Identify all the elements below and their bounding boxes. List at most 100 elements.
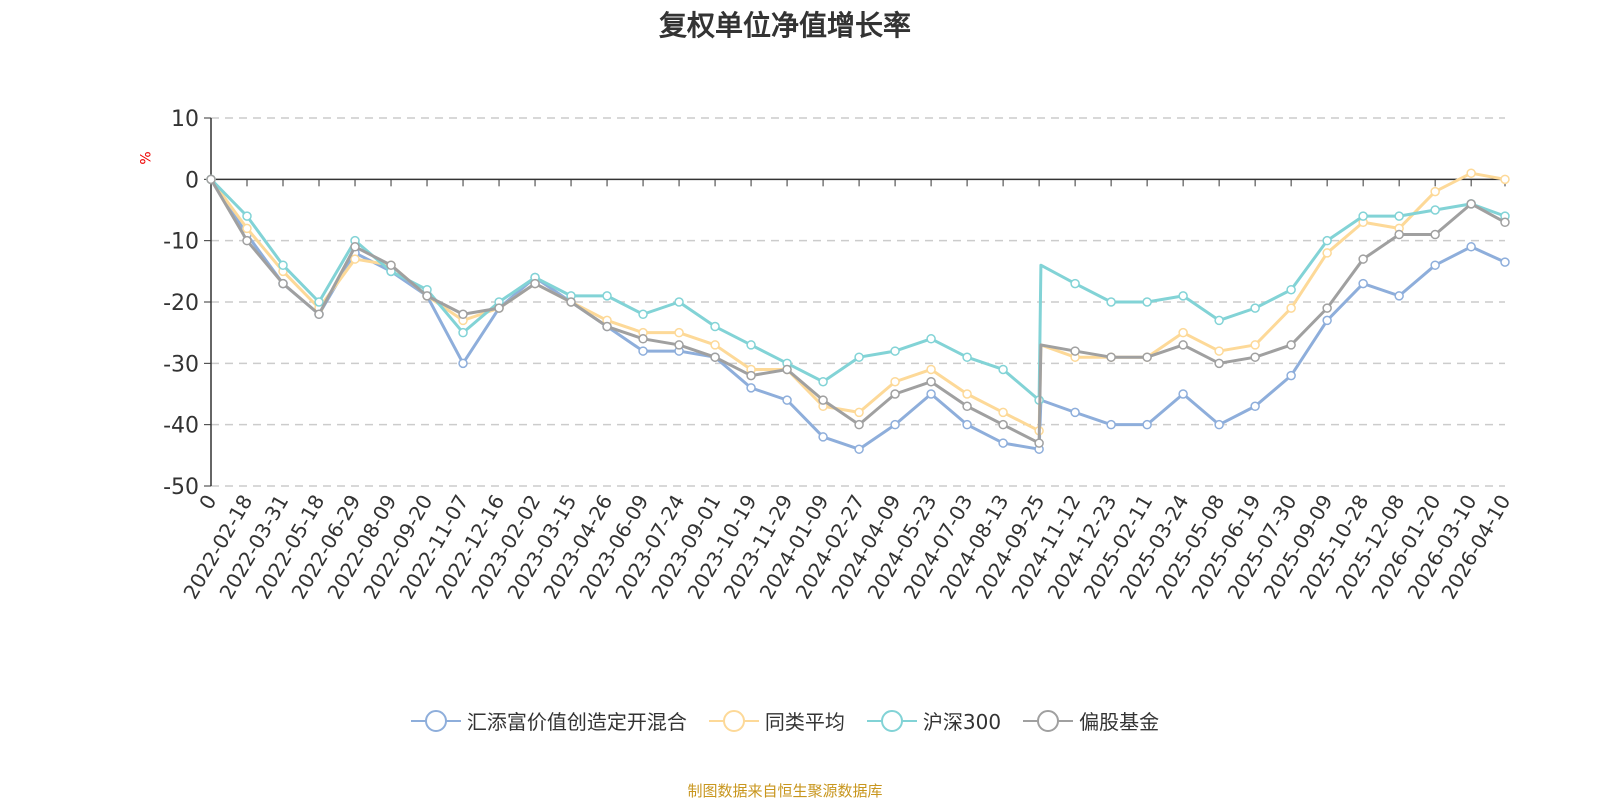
data-point bbox=[1466, 199, 1476, 209]
data-point bbox=[926, 364, 936, 375]
data-point bbox=[1322, 303, 1332, 313]
source-note: 制图数据来自恒生聚源数据库 bbox=[687, 782, 883, 800]
data-point bbox=[638, 309, 648, 320]
data-point bbox=[890, 346, 900, 356]
data-point bbox=[998, 419, 1008, 430]
data-point bbox=[1286, 303, 1296, 313]
y-tick-label: 10 bbox=[171, 107, 199, 132]
data-point bbox=[1286, 370, 1296, 381]
data-point bbox=[674, 327, 684, 338]
legend-marker-icon bbox=[410, 709, 461, 732]
data-point bbox=[1250, 340, 1260, 350]
data-point bbox=[710, 340, 720, 350]
y-tick-label: -30 bbox=[163, 352, 199, 377]
data-point bbox=[314, 297, 324, 307]
data-point bbox=[494, 303, 504, 313]
data-point bbox=[962, 401, 972, 412]
data-point bbox=[854, 352, 864, 362]
data-point bbox=[1178, 327, 1188, 338]
data-point bbox=[1322, 248, 1332, 258]
data-point bbox=[1070, 278, 1080, 289]
data-point bbox=[1466, 168, 1476, 178]
data-point bbox=[746, 383, 756, 393]
series-line-2 bbox=[209, 178, 1506, 402]
data-point bbox=[1070, 346, 1080, 356]
data-point bbox=[926, 389, 936, 399]
data-point bbox=[1500, 257, 1510, 267]
data-point bbox=[782, 364, 792, 375]
data-point bbox=[278, 260, 288, 270]
data-point bbox=[1142, 419, 1152, 430]
legend-item[interactable]: 汇添富价值创造定开混合 bbox=[410, 706, 687, 735]
data-point bbox=[962, 352, 972, 362]
data-point bbox=[386, 260, 396, 270]
y-tick-label: 0 bbox=[185, 168, 199, 193]
data-point bbox=[926, 334, 936, 344]
data-point bbox=[206, 174, 216, 185]
data-point bbox=[530, 278, 540, 289]
legend-item[interactable]: 同类平均 bbox=[708, 706, 845, 735]
data-point bbox=[1394, 229, 1404, 240]
data-point bbox=[1034, 438, 1044, 448]
series-line-0 bbox=[209, 178, 1506, 451]
data-point bbox=[602, 321, 612, 332]
data-point bbox=[1142, 352, 1152, 362]
data-point bbox=[458, 358, 468, 369]
x-tick-label: 0 bbox=[194, 491, 221, 514]
data-point bbox=[1214, 315, 1224, 326]
data-point bbox=[674, 297, 684, 307]
data-point bbox=[1466, 242, 1476, 252]
data-point bbox=[746, 370, 756, 381]
data-point bbox=[890, 419, 900, 430]
data-point bbox=[278, 278, 288, 289]
data-point bbox=[926, 376, 936, 387]
chart-title: 复权单位净值增长率 bbox=[658, 9, 911, 42]
data-point bbox=[1500, 174, 1510, 185]
data-point bbox=[1250, 401, 1260, 412]
data-point bbox=[710, 352, 720, 362]
data-point bbox=[1430, 186, 1440, 197]
data-point bbox=[962, 389, 972, 399]
legend-marker-icon bbox=[708, 709, 759, 732]
data-point bbox=[854, 444, 864, 454]
legend: 汇添富价值创造定开混合 同类平均 沪深300 偏股基金 bbox=[0, 706, 1570, 735]
data-point bbox=[314, 309, 324, 320]
data-point bbox=[962, 419, 972, 430]
legend-label: 同类平均 bbox=[764, 710, 845, 734]
data-point bbox=[818, 376, 828, 387]
data-point bbox=[854, 419, 864, 430]
data-point bbox=[1178, 389, 1188, 399]
legend-item[interactable]: 偏股基金 bbox=[1023, 706, 1159, 735]
data-point bbox=[350, 242, 360, 252]
data-point bbox=[1430, 205, 1440, 215]
data-point bbox=[998, 364, 1008, 375]
data-point bbox=[458, 327, 468, 338]
data-point bbox=[1070, 407, 1080, 418]
data-point bbox=[1430, 260, 1440, 270]
series-line-3 bbox=[209, 178, 1506, 445]
data-point bbox=[818, 432, 828, 442]
data-point bbox=[818, 395, 828, 405]
legend-label: 汇添富价值创造定开混合 bbox=[466, 710, 687, 734]
data-point bbox=[1430, 229, 1440, 240]
y-tick-label: -10 bbox=[163, 230, 199, 255]
data-point bbox=[1322, 315, 1332, 326]
data-point bbox=[638, 346, 648, 356]
legend-label: 沪深300 bbox=[922, 710, 1002, 734]
legend-item[interactable]: 沪深300 bbox=[866, 706, 1002, 735]
data-point bbox=[638, 334, 648, 344]
data-point bbox=[1106, 352, 1116, 362]
data-point bbox=[242, 235, 252, 246]
data-point bbox=[1358, 211, 1368, 221]
data-point bbox=[1106, 419, 1116, 430]
data-point bbox=[1178, 340, 1188, 350]
data-point bbox=[1500, 217, 1510, 228]
data-point bbox=[1178, 291, 1188, 301]
data-point bbox=[602, 291, 612, 301]
data-point bbox=[1214, 346, 1224, 356]
data-point bbox=[1250, 352, 1260, 362]
data-point bbox=[1394, 291, 1404, 301]
y-tick-label: -50 bbox=[163, 475, 199, 500]
data-point bbox=[1322, 235, 1332, 246]
